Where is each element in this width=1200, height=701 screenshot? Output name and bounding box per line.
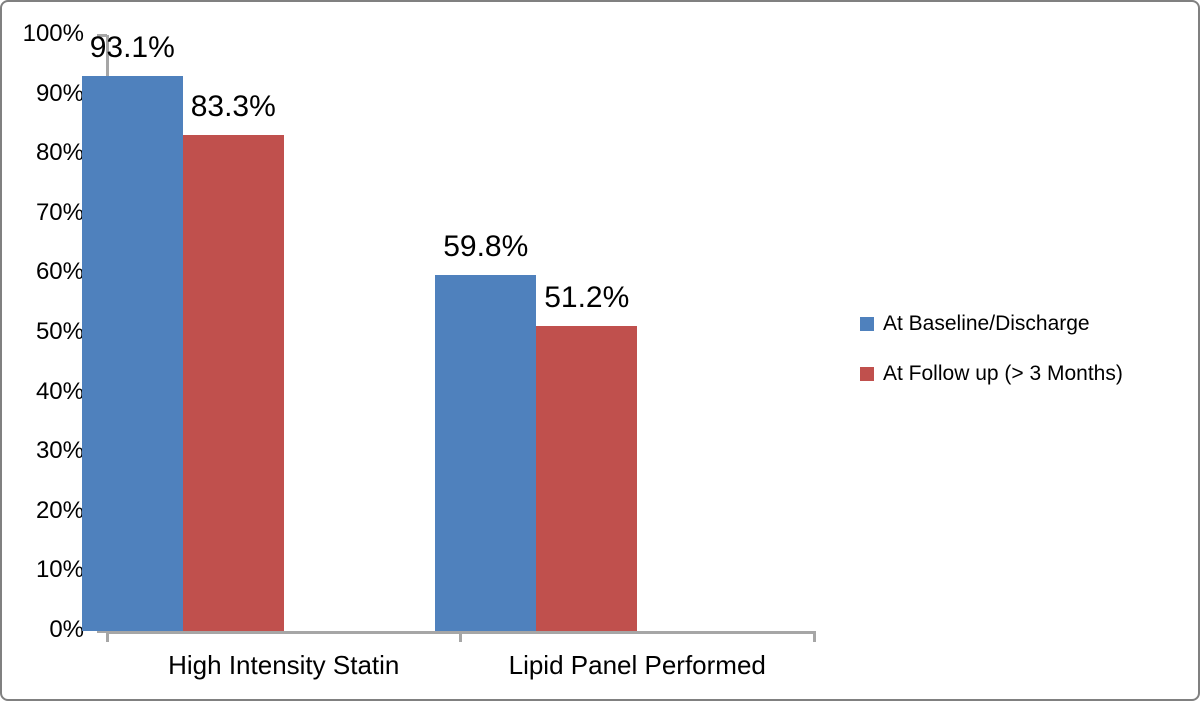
x-axis-tick [105,631,109,642]
legend-item: At Baseline/Discharge [860,311,1123,337]
y-axis-tick-label: 100% [22,20,84,47]
category-label: Lipid Panel Performed [508,650,766,680]
legend-label: At Follow up (> 3 Months) [883,362,1123,385]
bar-baseline-1 [81,76,183,631]
category-label: High Intensity Statin [168,650,400,680]
y-axis-tick-label: 40% [35,377,84,405]
y-axis-tick-label: 90% [35,79,84,107]
bar-baseline-2 [435,274,537,631]
y-axis-tick-label: 80% [35,139,84,167]
y-axis-tick-label: 0% [49,616,84,643]
x-axis-tick [812,631,816,642]
bar-value-label: 59.8% [443,229,529,263]
legend-swatch-icon [860,317,874,331]
y-axis-tick-label: 60% [35,258,84,286]
bar-value-label: 83.3% [190,89,276,123]
legend-swatch-icon [860,367,874,381]
legend: At Baseline/Discharge At Follow up (> 3 M… [860,311,1123,387]
y-axis-tick-label: 70% [35,198,84,226]
y-axis-tick-label: 30% [35,437,84,465]
legend-label: At Baseline/Discharge [883,312,1090,335]
x-axis-tick [459,631,462,642]
y-axis-tick [97,34,107,37]
y-axis-tick-label: 10% [35,556,84,584]
y-axis-tick [97,630,107,633]
y-axis-tick-label: 20% [35,496,84,524]
bar-followup-1 [182,134,284,631]
legend-item: At Follow up (> 3 Months) [860,361,1123,387]
bar-value-label: 51.2% [544,280,630,314]
bar-followup-2 [536,325,638,631]
bar-value-label: 93.1% [89,31,175,65]
y-axis-tick-label: 50% [35,318,84,345]
